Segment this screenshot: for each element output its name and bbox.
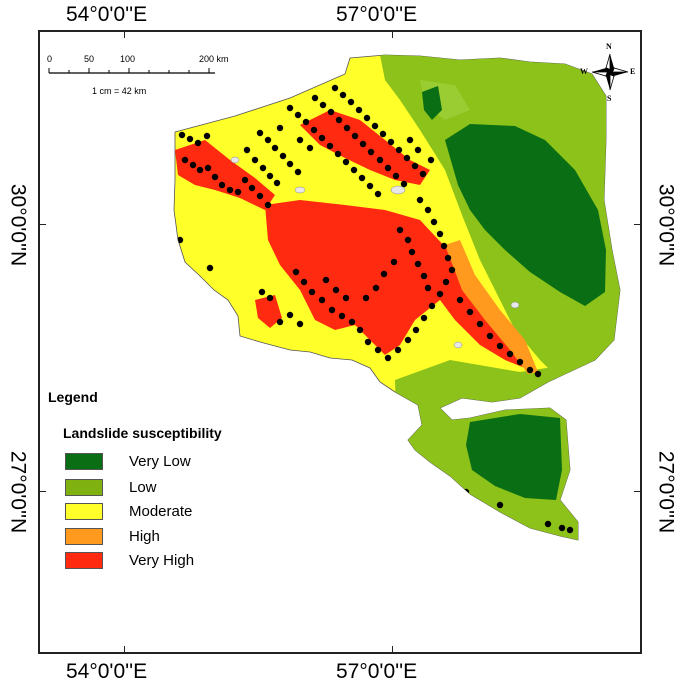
- legend-swatch-very-low: [65, 453, 103, 470]
- legend-label-low: Low: [129, 479, 157, 496]
- very-high-zone-northeast: [300, 110, 430, 185]
- legend-swatch-high: [65, 528, 103, 545]
- coord-top-right: 57°0'0''E: [336, 3, 418, 26]
- legend-swatch-low: [65, 479, 103, 496]
- coord-bottom-left: 54°0'0''E: [66, 660, 148, 683]
- tick-top-57: [392, 30, 393, 38]
- legend-swatch-very-high: [65, 552, 103, 569]
- tick-top-54: [124, 30, 125, 38]
- legend-label-high: High: [129, 528, 160, 545]
- scale-bar: [48, 68, 215, 74]
- scale-label-0: 0: [47, 54, 53, 64]
- compass-rose-icon: [591, 53, 629, 91]
- legend-label-moderate: Moderate: [129, 503, 193, 520]
- tick-bottom-57: [392, 646, 393, 654]
- map-frame: [38, 30, 642, 654]
- compass-n: N: [606, 42, 612, 51]
- very-low-zone-east: [445, 124, 606, 306]
- scale-label-50: 50: [84, 54, 95, 64]
- scale-note: 1 cm = 42 km: [92, 86, 147, 96]
- tick-bottom-54: [124, 646, 125, 654]
- very-high-zone-central: [265, 200, 530, 370]
- tick-left-30: [38, 224, 46, 225]
- legend-label-very-high: Very High: [129, 552, 195, 569]
- legend-subtitle: Landslide susceptibility: [63, 425, 222, 441]
- very-low-zone-north: [422, 86, 442, 120]
- compass-w: W: [580, 67, 588, 76]
- very-high-zone-south-west: [255, 295, 282, 328]
- scale-label-100: 100: [120, 54, 136, 64]
- high-zone-fringe: [445, 240, 538, 374]
- coord-top-left: 54°0'0''E: [66, 3, 148, 26]
- scale-label-200: 200 km: [199, 54, 229, 64]
- legend-title: Legend: [48, 389, 98, 405]
- compass-e: E: [630, 67, 636, 76]
- white-patches: [230, 156, 520, 349]
- landslide-points: [176, 84, 574, 534]
- very-low-zone-south: [466, 414, 562, 500]
- tick-left-27: [38, 491, 46, 492]
- very-high-zone-northwest: [175, 140, 275, 210]
- compass-s: S: [607, 94, 612, 103]
- legend-label-very-low: Very Low: [129, 453, 191, 470]
- coord-bottom-right: 57°0'0''E: [336, 660, 418, 683]
- legend-swatch-moderate: [65, 503, 103, 520]
- tick-right-30: [634, 224, 642, 225]
- tick-right-27: [634, 491, 642, 492]
